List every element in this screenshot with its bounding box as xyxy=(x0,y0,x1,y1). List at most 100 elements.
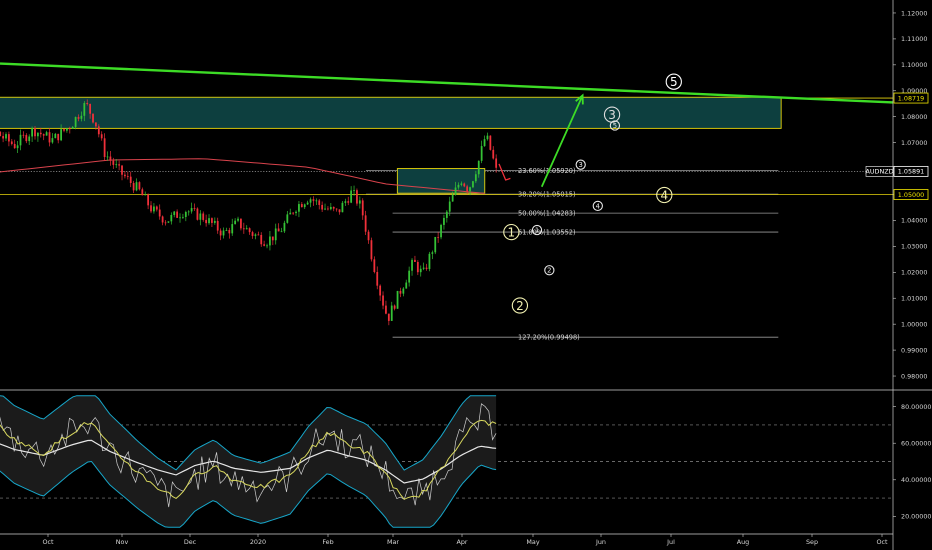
fib-level-label: 127.20%(0.99498) xyxy=(518,333,580,341)
candle-body xyxy=(5,134,7,139)
candle-body xyxy=(242,228,245,230)
candle-body xyxy=(315,200,318,202)
candle-body xyxy=(361,200,364,216)
candle-body xyxy=(219,230,222,236)
candle-body xyxy=(153,206,155,212)
candle-body xyxy=(39,132,42,135)
wave-label-large-5[interactable]: 5 xyxy=(665,73,682,90)
price-tag[interactable]: 1.08719 xyxy=(893,92,929,104)
candle-body xyxy=(37,132,39,137)
candle-body xyxy=(414,259,416,262)
price-tag[interactable]: AUDNZD 1.05891 xyxy=(865,165,929,177)
price-tag[interactable]: 1.05000 xyxy=(893,189,929,200)
candle-body xyxy=(80,115,83,119)
time-axis: Oct Nov Dec 2020 Feb Mar Apr May Jun Jul Aug Sep Oct xyxy=(0,533,893,546)
candle-body xyxy=(393,305,396,309)
wave-label-large-1[interactable]: 1 xyxy=(503,223,520,241)
candle-body xyxy=(324,208,326,210)
wave-label-small-5[interactable]: 5 xyxy=(609,120,621,131)
candle-body xyxy=(240,218,242,229)
wave-label-small-2[interactable]: 2 xyxy=(544,265,555,276)
fib-level-label: 50.00%(1.04283) xyxy=(518,209,576,217)
candle-body xyxy=(211,218,213,223)
trendline[interactable] xyxy=(0,62,894,104)
candle-body xyxy=(71,126,74,130)
time-tick-label: 2020 xyxy=(250,538,266,546)
candle-body xyxy=(231,224,234,234)
fib-level-label: 23.60%(1.05920) xyxy=(518,167,576,175)
price-axis[interactable]: 1.12000 1.11000 1.10000 1.09000 1.08000 1.070… xyxy=(865,0,929,550)
wave-label-small-3[interactable]: 3 xyxy=(575,159,586,170)
candle-body xyxy=(370,240,373,260)
price-tick-label: 1.03000 xyxy=(901,243,927,251)
candle-body xyxy=(445,211,448,218)
candle-body xyxy=(440,224,442,238)
candle-body xyxy=(196,208,199,220)
candle-body xyxy=(179,217,181,219)
price-tick-label: 1.11000 xyxy=(901,35,927,43)
price-tag-label: 1.05891 xyxy=(898,168,924,176)
time-tick-label: Apr xyxy=(456,538,467,546)
candle-body xyxy=(100,134,103,139)
candle-body xyxy=(138,182,141,190)
wave-label-large-2[interactable]: 2 xyxy=(511,297,529,314)
candle-body xyxy=(144,194,147,196)
candle-body xyxy=(457,184,460,188)
fib-level-label: 61.80%(1.03552) xyxy=(518,228,576,236)
time-tick-label: Jun xyxy=(595,538,606,546)
candle-body xyxy=(25,135,28,142)
candle-body xyxy=(376,272,379,286)
price-tick-label: 1.07000 xyxy=(901,139,927,147)
price-tick-label: 0.99000 xyxy=(901,346,927,354)
wave-label-small-4[interactable]: 4 xyxy=(592,200,603,212)
wave5-projection-arrow[interactable] xyxy=(540,95,584,188)
candle-body xyxy=(373,259,376,273)
price-tag-box xyxy=(893,165,929,177)
wave-label-large-4[interactable]: 4 xyxy=(656,186,673,204)
wave-number: 4 xyxy=(660,188,668,202)
price-pane[interactable]: 23.60%(1.05920)38.20%(1.05015)50.00%(1.0… xyxy=(0,62,932,391)
candle-body xyxy=(13,143,16,149)
candle-body xyxy=(31,128,34,137)
osc-tick-label: 20.00000 xyxy=(901,513,932,521)
candle-body xyxy=(451,195,454,202)
candle-body xyxy=(124,174,126,177)
candle-body xyxy=(286,214,289,223)
candle-body xyxy=(245,228,248,230)
candle-body xyxy=(190,208,193,212)
candle-body xyxy=(263,244,266,246)
candle-body xyxy=(135,182,138,191)
candle-body xyxy=(92,113,94,123)
candle-body xyxy=(416,261,419,273)
candle-body xyxy=(306,202,309,205)
candle-body xyxy=(350,190,353,203)
candle-body xyxy=(356,190,358,204)
candle-body xyxy=(129,176,132,184)
candle-body xyxy=(158,209,161,217)
resistance-zone[interactable] xyxy=(0,96,782,129)
time-tick-label: Aug xyxy=(737,538,749,546)
candle-body xyxy=(443,217,445,225)
price-tag-label: 1.05000 xyxy=(898,191,924,199)
candle-body xyxy=(42,134,45,136)
candle-body xyxy=(60,129,63,141)
candle-body xyxy=(390,305,393,321)
candle-body xyxy=(112,160,115,165)
oscillator-axis[interactable]: 80.00000 60.00000 40.00000 20.00000 xyxy=(893,403,932,521)
candle-body xyxy=(164,222,167,224)
candle-body xyxy=(472,181,474,188)
candle-body xyxy=(358,200,361,204)
time-tick-label: Sep xyxy=(806,538,818,546)
price-tag-label: 1.08719 xyxy=(898,94,924,102)
candle-body xyxy=(405,282,408,289)
wave-circle xyxy=(575,159,586,170)
oscillator-band-fill xyxy=(0,395,497,528)
candle-body xyxy=(208,218,210,224)
candle-body xyxy=(150,205,152,212)
wave-label-small-1[interactable]: 1 xyxy=(531,224,543,236)
candle-body xyxy=(344,201,347,203)
candle-body xyxy=(34,128,36,137)
candle-body xyxy=(254,234,257,236)
oscillator-pane[interactable] xyxy=(0,395,893,528)
